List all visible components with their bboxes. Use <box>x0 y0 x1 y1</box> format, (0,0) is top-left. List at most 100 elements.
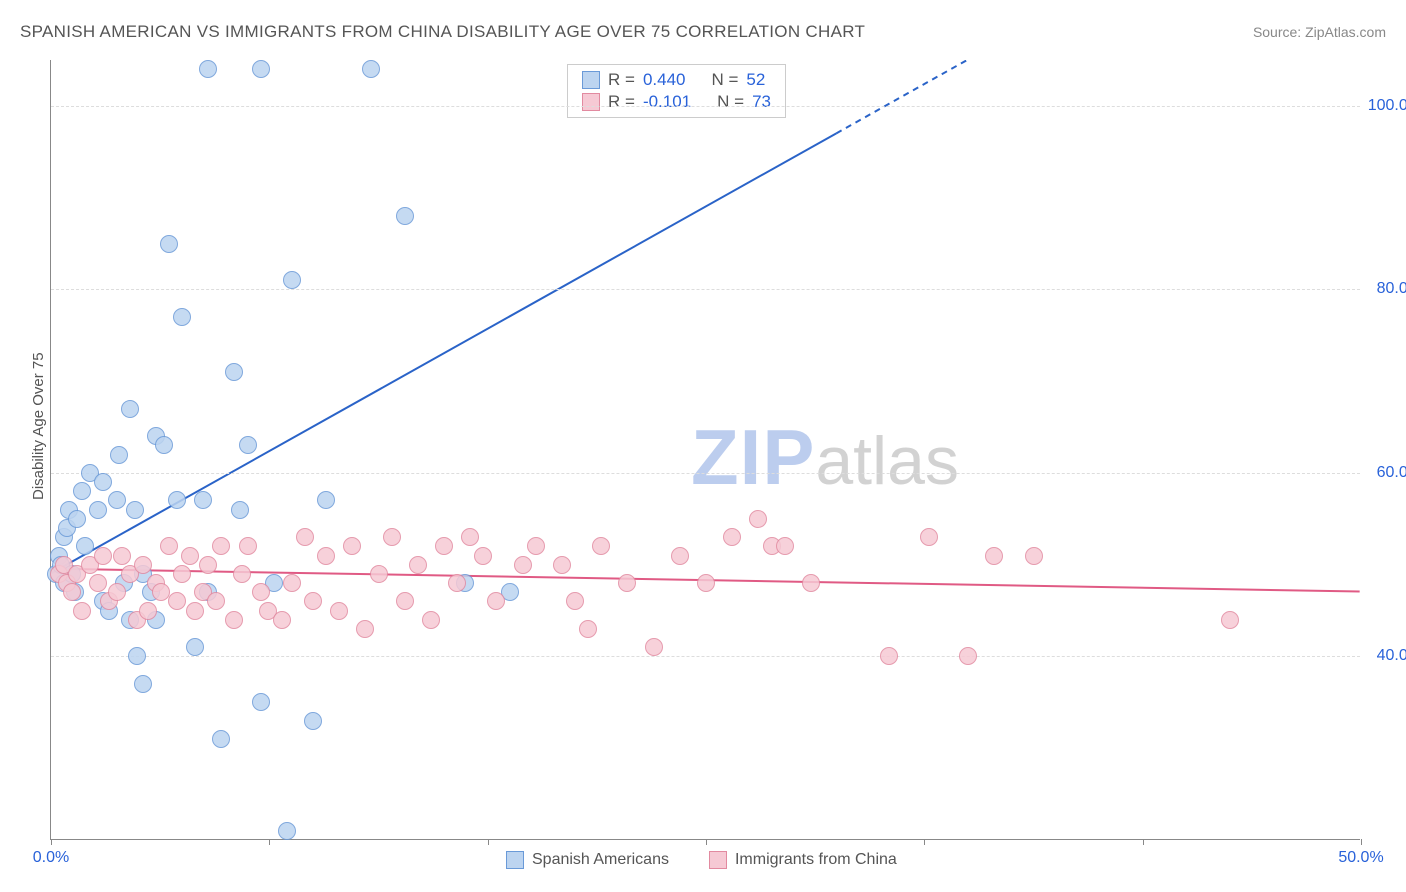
watermark-atlas: atlas <box>815 422 959 500</box>
data-point <box>207 592 225 610</box>
data-point <box>108 491 126 509</box>
data-point <box>880 647 898 665</box>
y-tick-label: 100.0% <box>1368 97 1406 115</box>
data-point <box>278 822 296 840</box>
r-value: -0.101 <box>643 92 691 112</box>
n-label: N = <box>711 70 738 90</box>
data-point <box>199 60 217 78</box>
x-tick <box>1361 839 1362 845</box>
data-point <box>173 565 191 583</box>
n-value: 52 <box>746 70 765 90</box>
r-label: R = <box>608 92 635 112</box>
data-point <box>89 501 107 519</box>
x-tick <box>51 839 52 845</box>
data-point <box>487 592 505 610</box>
data-point <box>435 537 453 555</box>
data-point <box>1025 547 1043 565</box>
data-point <box>231 501 249 519</box>
legend-label: Spanish Americans <box>532 851 669 869</box>
data-point <box>396 592 414 610</box>
data-point <box>553 556 571 574</box>
plot-area: ZIPatlas R =0.440N =52R =-0.101N =73 Spa… <box>50 60 1360 840</box>
data-point <box>173 308 191 326</box>
data-point <box>194 491 212 509</box>
data-point <box>474 547 492 565</box>
data-point <box>304 592 322 610</box>
header: SPANISH AMERICAN VS IMMIGRANTS FROM CHIN… <box>20 22 1386 42</box>
data-point <box>134 675 152 693</box>
chart-title: SPANISH AMERICAN VS IMMIGRANTS FROM CHIN… <box>20 22 865 42</box>
data-point <box>409 556 427 574</box>
data-point <box>645 638 663 656</box>
data-point <box>317 491 335 509</box>
data-point <box>1221 611 1239 629</box>
data-point <box>155 436 173 454</box>
data-point <box>671 547 689 565</box>
r-label: R = <box>608 70 635 90</box>
data-point <box>422 611 440 629</box>
data-point <box>121 400 139 418</box>
data-point <box>168 491 186 509</box>
data-point <box>296 528 314 546</box>
swatch-icon <box>582 71 600 89</box>
x-tick <box>924 839 925 845</box>
data-point <box>199 556 217 574</box>
y-tick-label: 60.0% <box>1377 464 1406 482</box>
x-tick-label: 50.0% <box>1338 849 1383 867</box>
data-point <box>186 638 204 656</box>
data-point <box>723 528 741 546</box>
legend-item: Spanish Americans <box>506 851 669 869</box>
x-tick-label: 0.0% <box>33 849 69 867</box>
data-point <box>592 537 610 555</box>
data-point <box>396 207 414 225</box>
legend-label: Immigrants from China <box>735 851 897 869</box>
gridline <box>51 473 1360 474</box>
data-point <box>89 574 107 592</box>
data-point <box>461 528 479 546</box>
gridline <box>51 106 1360 107</box>
r-value: 0.440 <box>643 70 686 90</box>
y-axis-label: Disability Age Over 75 <box>30 352 47 500</box>
source-label: Source: ZipAtlas.com <box>1253 24 1386 40</box>
data-point <box>225 363 243 381</box>
n-value: 73 <box>752 92 771 112</box>
data-point <box>283 574 301 592</box>
data-point <box>697 574 715 592</box>
data-point <box>94 547 112 565</box>
data-point <box>566 592 584 610</box>
data-point <box>343 537 361 555</box>
data-point <box>749 510 767 528</box>
x-tick <box>488 839 489 845</box>
data-point <box>225 611 243 629</box>
data-point <box>239 537 257 555</box>
y-tick-label: 80.0% <box>1377 280 1406 298</box>
stats-row: R =-0.101N =73 <box>582 91 771 113</box>
data-point <box>370 565 388 583</box>
data-point <box>110 446 128 464</box>
data-point <box>252 693 270 711</box>
data-point <box>168 592 186 610</box>
data-point <box>113 547 131 565</box>
data-point <box>160 537 178 555</box>
data-point <box>73 482 91 500</box>
data-point <box>212 730 230 748</box>
data-point <box>126 501 144 519</box>
data-point <box>252 583 270 601</box>
data-point <box>181 547 199 565</box>
gridline <box>51 656 1360 657</box>
data-point <box>356 620 374 638</box>
data-point <box>283 271 301 289</box>
data-point <box>362 60 380 78</box>
data-point <box>108 583 126 601</box>
data-point <box>330 602 348 620</box>
legend-item: Immigrants from China <box>709 851 897 869</box>
data-point <box>383 528 401 546</box>
data-point <box>514 556 532 574</box>
data-point <box>160 235 178 253</box>
x-tick <box>706 839 707 845</box>
swatch-icon <box>506 851 524 869</box>
data-point <box>128 647 146 665</box>
data-point <box>212 537 230 555</box>
data-point <box>802 574 820 592</box>
y-tick-label: 40.0% <box>1377 647 1406 665</box>
